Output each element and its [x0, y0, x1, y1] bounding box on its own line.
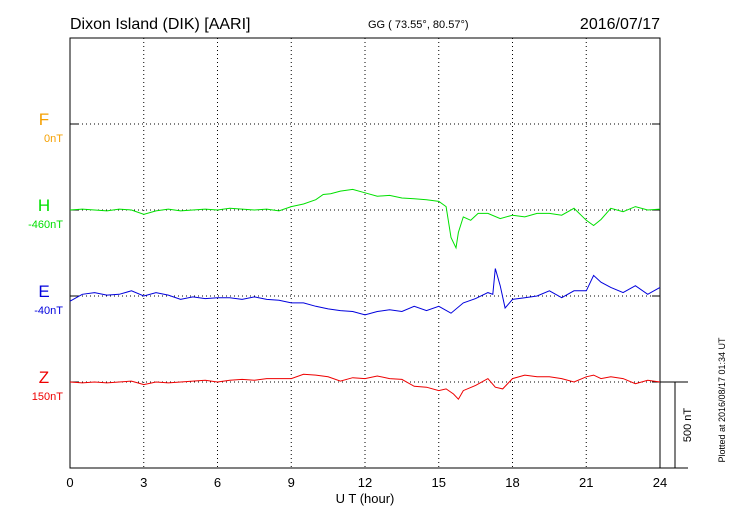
scale-bar — [660, 381, 688, 469]
xtick-label-24: 24 — [653, 475, 667, 490]
xtick-label-21: 21 — [579, 475, 593, 490]
label-E: E — [38, 282, 49, 301]
xtick-label-6: 6 — [214, 475, 221, 490]
label-F: F — [39, 110, 49, 129]
xtick-label-3: 3 — [140, 475, 147, 490]
label-Z: Z — [39, 368, 49, 387]
plotted-timestamp: Plotted at 2016/08/17 01:34 UT — [717, 337, 727, 463]
baseline-label-H: -460nT — [28, 219, 63, 231]
xtick-label-0: 0 — [66, 475, 73, 490]
scale-bar-label: 500 nT — [682, 408, 694, 443]
trace-H — [69, 188, 661, 250]
xtick-label-18: 18 — [505, 475, 519, 490]
baseline-label-E: -40nT — [34, 305, 63, 317]
trace-E — [69, 268, 661, 316]
component-labels: F 0nT H -460nT E -40nT Z 150nT — [28, 110, 63, 403]
baseline-label-F: 0nT — [44, 133, 63, 145]
traces — [69, 188, 661, 401]
x-axis-label: U T (hour) — [336, 491, 395, 506]
xtick-label-9: 9 — [288, 475, 295, 490]
baseline-label-Z: 150nT — [32, 391, 63, 403]
chart-title: Dixon Island (DIK) [AARI] — [70, 16, 251, 33]
xtick-label-15: 15 — [432, 475, 446, 490]
x-tick-labels: 0 3 6 9 12 15 18 21 24 — [66, 475, 667, 490]
trace-Z — [69, 373, 661, 401]
station-coordinates: GG ( 73.55°, 80.57°) — [368, 19, 469, 31]
xtick-label-12: 12 — [358, 475, 372, 490]
label-H: H — [38, 196, 50, 215]
vertical-grid — [143, 38, 587, 468]
chart-date: 2016/07/17 — [580, 16, 660, 33]
